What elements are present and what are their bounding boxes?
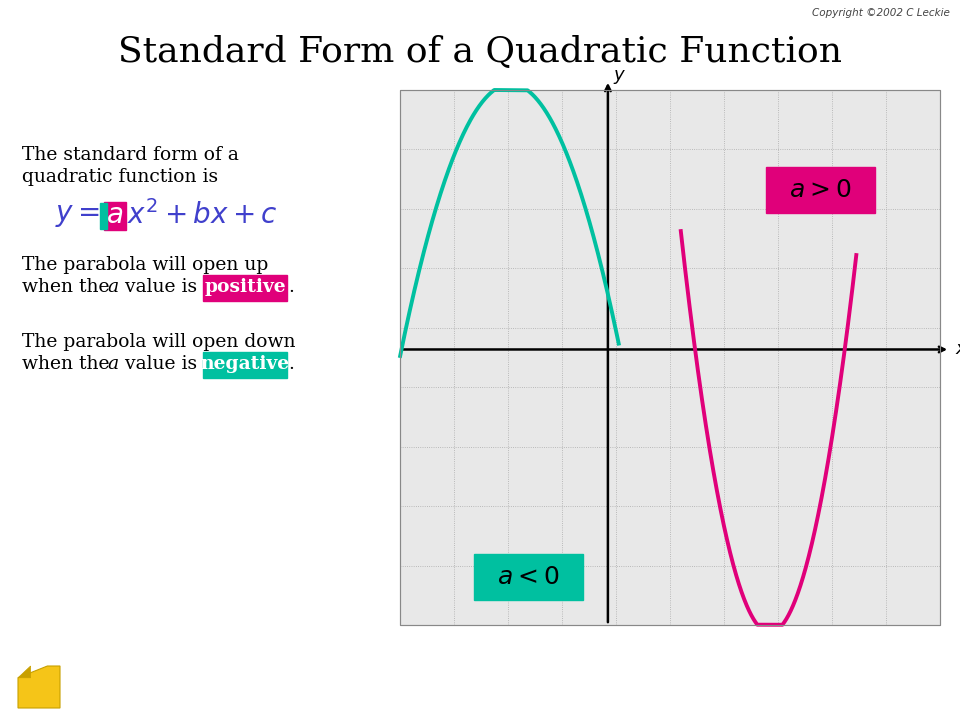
Text: Copyright ©2002 C Leckie: Copyright ©2002 C Leckie bbox=[812, 8, 950, 18]
Text: positive: positive bbox=[204, 278, 286, 296]
Text: .: . bbox=[288, 355, 294, 373]
Text: $x^2 + bx + c$: $x^2 + bx + c$ bbox=[127, 200, 277, 230]
Bar bbox=[400, 90, 940, 625]
FancyBboxPatch shape bbox=[203, 275, 287, 301]
Bar bbox=[400, 90, 940, 625]
FancyBboxPatch shape bbox=[473, 554, 583, 600]
Polygon shape bbox=[18, 666, 60, 708]
Text: when the: when the bbox=[22, 278, 115, 296]
FancyBboxPatch shape bbox=[104, 202, 126, 230]
Text: $y = $: $y = $ bbox=[55, 201, 100, 229]
FancyBboxPatch shape bbox=[765, 167, 875, 213]
Text: $a > 0$: $a > 0$ bbox=[789, 178, 852, 202]
FancyBboxPatch shape bbox=[100, 203, 107, 229]
Text: The parabola will open up: The parabola will open up bbox=[22, 256, 269, 274]
Text: a: a bbox=[107, 355, 118, 373]
Text: y: y bbox=[613, 66, 625, 84]
Text: Standard Form of a Quadratic Function: Standard Form of a Quadratic Function bbox=[118, 35, 842, 69]
Text: $a < 0$: $a < 0$ bbox=[497, 565, 559, 589]
FancyBboxPatch shape bbox=[203, 352, 287, 378]
Text: The parabola will open down: The parabola will open down bbox=[22, 333, 296, 351]
Text: when the: when the bbox=[22, 355, 115, 373]
Text: The standard form of a: The standard form of a bbox=[22, 146, 239, 164]
Text: .: . bbox=[288, 278, 294, 296]
Text: a: a bbox=[107, 278, 118, 296]
Text: negative: negative bbox=[201, 355, 290, 373]
Text: value is: value is bbox=[119, 278, 204, 296]
Text: value is: value is bbox=[119, 355, 204, 373]
Polygon shape bbox=[18, 666, 31, 678]
Text: $a$: $a$ bbox=[107, 201, 124, 229]
Text: x: x bbox=[955, 341, 960, 359]
Text: quadratic function is: quadratic function is bbox=[22, 168, 218, 186]
